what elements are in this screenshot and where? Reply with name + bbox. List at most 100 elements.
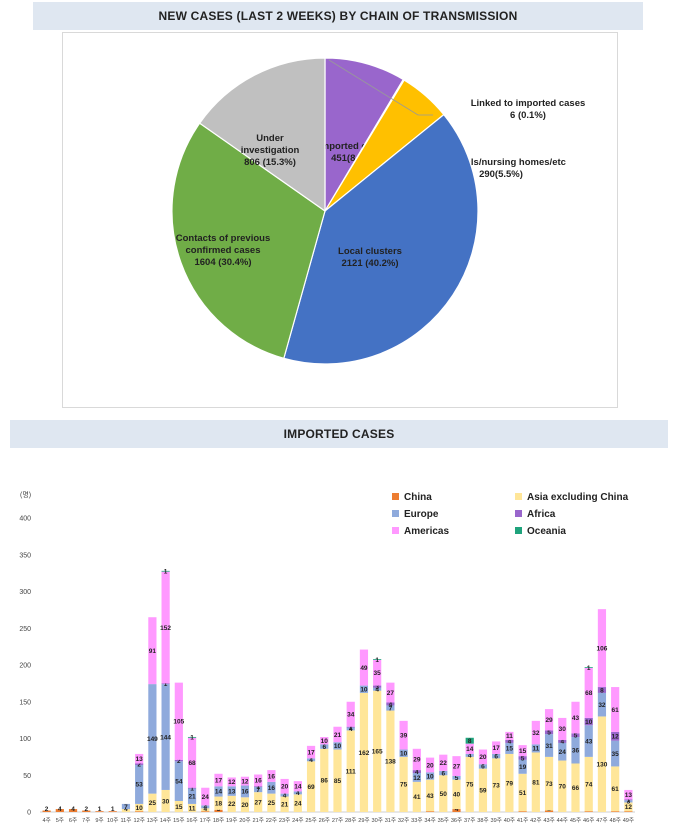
legend-swatch [515, 527, 522, 534]
bar-value-label: 53 [136, 782, 144, 789]
bar-segment [558, 742, 567, 761]
bar-segment [293, 791, 302, 795]
bar-segment [478, 764, 488, 769]
bar-value-label: 1 [98, 806, 102, 813]
bar-value-label: 20 [426, 762, 434, 769]
bar-segment [386, 705, 395, 711]
y-tick-label: 150 [19, 699, 31, 706]
bar-segment [531, 720, 540, 745]
bar-value-label: 4 [283, 792, 287, 799]
bar-value-label: 85 [334, 778, 342, 785]
bar-value-label: 15 [519, 748, 527, 755]
x-tick-label: 47주 [596, 817, 607, 824]
y-tick-label: 50 [23, 773, 31, 780]
bar-value-label: 24 [559, 749, 567, 756]
bar-value-label: 13 [625, 792, 633, 799]
bar-value-label: 30 [559, 726, 567, 733]
bar-value-label: 10 [426, 773, 434, 780]
x-tick-label: 40주 [504, 817, 515, 824]
bar-value-label: 1 [164, 569, 168, 576]
x-tick-label: 4주 [42, 817, 50, 824]
x-tick-label: 15주 [173, 817, 184, 824]
x-tick-label: 36주 [451, 817, 462, 824]
pie-slice [283, 113, 479, 365]
bar-value-label: 6 [322, 744, 326, 751]
bar-value-label: 15 [506, 746, 514, 753]
bar-value-label: 10 [360, 687, 368, 694]
x-tick-label: 26주 [319, 817, 330, 824]
bar-value-label: 11 [532, 746, 539, 753]
bar-segment [544, 730, 554, 735]
bar-segment [518, 745, 527, 757]
bar-value-label: 12 [228, 779, 236, 786]
bar-segment [544, 709, 554, 731]
bar-segment [452, 756, 461, 776]
bar-segment [135, 811, 144, 812]
bar-value-label: 4 [455, 806, 459, 813]
bar-value-label: 4 [203, 806, 207, 813]
x-tick-label: 11주 [120, 817, 131, 824]
bar-value-label: 1 [190, 735, 194, 742]
bar-value-label: 2 [137, 762, 141, 769]
bar-chart-title: IMPORTED CASES [10, 420, 668, 448]
bar-segment [425, 757, 435, 773]
bar-value-label: 41 [413, 794, 421, 801]
bar-segment [82, 810, 91, 812]
bar-segment [121, 809, 131, 812]
bar-segment [267, 781, 276, 794]
x-tick-label: 6주 [69, 817, 77, 824]
x-tick-label: 34주 [424, 817, 435, 824]
bar-value-label: 105 [173, 719, 184, 726]
bar-value-label: 5 [547, 730, 551, 737]
bar-segment [518, 773, 527, 812]
y-tick-label: 100 [19, 736, 31, 743]
x-tick-label: 29주 [358, 817, 369, 824]
bar-value-label: 73 [545, 781, 553, 788]
bar-segment [584, 811, 593, 812]
bar-value-label: 73 [493, 782, 501, 789]
bar-value-label: 11 [189, 805, 196, 812]
x-tick-label: 43주 [543, 817, 554, 824]
pie-chart-title: NEW CASES (LAST 2 WEEKS) BY CHAIN OF TRA… [33, 2, 643, 30]
bar-value-label: 16 [255, 778, 263, 785]
bar-value-label: 4 [124, 806, 128, 813]
bar-segment [148, 793, 157, 812]
bar-value-label: 162 [359, 750, 370, 757]
bar-value-label: 61 [612, 707, 620, 714]
bar-segment [280, 793, 289, 797]
x-tick-label: 30주 [371, 817, 382, 824]
pie-slice-label: Contacts of previous confirmed cases 1604 … [176, 233, 271, 268]
bar-value-label: 4 [58, 806, 62, 813]
bar-segment [267, 770, 276, 782]
bar-segment [161, 789, 170, 812]
bar-segment [267, 793, 276, 812]
bar-value-label: 1 [587, 665, 591, 672]
bar-segment [505, 731, 514, 740]
bar-segment [571, 737, 580, 764]
bar-value-label: 106 [597, 645, 608, 652]
bar-value-label: 4 [415, 769, 419, 776]
x-tick-label: 19주 [226, 817, 237, 824]
bar-segment [452, 779, 461, 810]
bar-segment [148, 684, 157, 794]
bar-segment [55, 809, 64, 812]
bar-value-label: 10 [400, 751, 408, 758]
legend-label: China [404, 492, 432, 503]
bar-segment [597, 609, 607, 688]
x-tick-label: 24주 [292, 817, 303, 824]
bar-value-label: 69 [307, 784, 315, 791]
bar-value-label: 138 [385, 759, 396, 766]
bar-segment [611, 731, 620, 741]
bar-value-label: 20 [479, 754, 487, 761]
legend-swatch [515, 510, 522, 517]
bar-segment [254, 774, 263, 787]
bar-value-label: 17 [215, 777, 223, 784]
bar-segment [187, 787, 197, 789]
bar-segment [280, 796, 289, 812]
bar-value-label: 25 [149, 800, 157, 807]
bar-segment [558, 717, 567, 740]
bar-segment [346, 701, 355, 727]
pie-chart: Imported cases 451(8.5%) Linked to importe… [171, 57, 585, 365]
bar-segment [399, 720, 408, 750]
bar-value-label: 32 [532, 730, 540, 737]
